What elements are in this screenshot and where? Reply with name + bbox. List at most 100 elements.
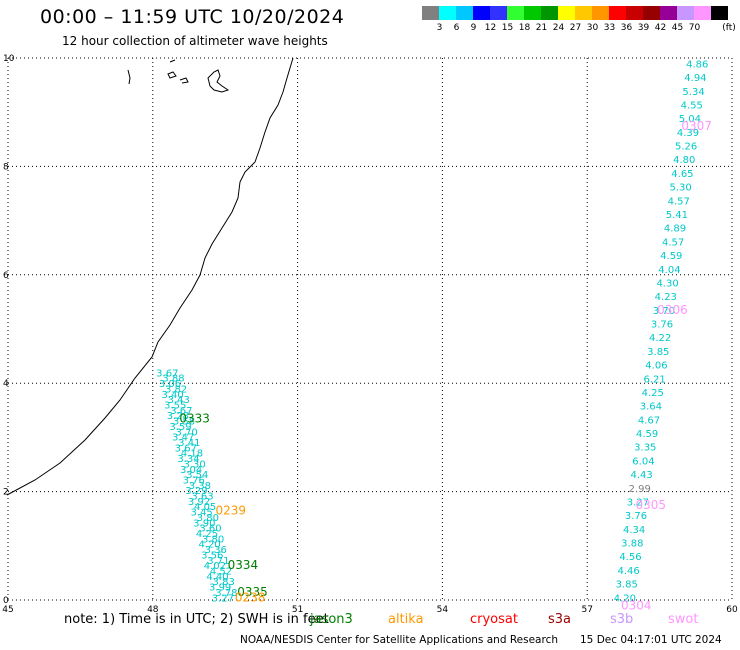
legend-swatch (626, 6, 643, 20)
footnote: note: 1) Time is in UTC; 2) SWH is in fe… (64, 612, 329, 627)
wave-height-value: 4.22 (649, 333, 671, 344)
wave-height-value: 3.80 (202, 534, 224, 545)
legend-label: 45 (671, 23, 684, 33)
wave-height-value: 3.88 (162, 374, 184, 385)
legend-swatch (660, 6, 677, 20)
lat-tick-label: 8 (3, 162, 9, 172)
lat-tick-label: 6 (3, 271, 9, 281)
wave-height-value: 3.71 (207, 556, 229, 567)
pass-label: 0307 (681, 119, 712, 133)
satellite-name: s3a (548, 612, 572, 627)
wave-height-value: 3.67 (175, 443, 197, 454)
wave-height-value: 3.63 (191, 492, 213, 503)
island-shape (207, 69, 230, 93)
legend-label: 42 (654, 23, 667, 33)
wave-height-value: 4.18 (181, 449, 203, 460)
wave-height-value: 3.35 (634, 443, 656, 454)
legend-swatch (643, 6, 660, 20)
wave-height-value: 5.30 (669, 183, 691, 194)
wave-height-value: 4.59 (636, 429, 658, 440)
legend-label: 9 (470, 23, 477, 33)
wave-height-value: 3.70 (653, 306, 675, 317)
pass-label: 0334 (228, 558, 259, 572)
wave-height-value: 3.06 (159, 379, 181, 390)
wave-height-value: 4.80 (673, 155, 695, 166)
legend-swatch (456, 6, 473, 20)
pass-label: 0239 (216, 504, 247, 518)
wave-height-value: 5.04 (679, 114, 701, 125)
wave-height-value: 4.05 (194, 502, 216, 513)
wave-height-value: 5.34 (682, 87, 704, 98)
wave-height-value: 5.41 (666, 210, 688, 221)
wave-height-value: 4.20 (198, 540, 220, 551)
wave-height-value: 3.28 (167, 411, 189, 422)
wave-height-value: 3.59 (169, 422, 191, 433)
map-grid: 45 48 51 54 57 60 0 2 4 6 8 10 (2, 54, 738, 615)
legend-swatch (694, 6, 711, 20)
satellite-name: swot (668, 612, 699, 627)
wave-height-value: 4.67 (638, 415, 660, 426)
wave-height-value: 3.40 (161, 390, 183, 401)
wave-height-value: 3.80 (197, 513, 219, 524)
wave-height-value: 3.45 (191, 508, 213, 519)
wave-height-value: 3.36 (205, 545, 227, 556)
wave-height-value: 3.04 (180, 465, 202, 476)
wave-height-value: 4.57 (668, 196, 690, 207)
wave-height-value: 4.94 (684, 73, 706, 84)
wave-height-value: 4.06 (645, 361, 667, 372)
satellite-name: cryosat (470, 612, 518, 627)
wave-height-value: 3.43 (168, 395, 190, 406)
wave-height-value: 3.27 (627, 497, 649, 508)
wave-height-value: 3.58 (173, 417, 195, 428)
wave-height-value: 3.88 (621, 539, 643, 550)
wave-height-value: 3.67 (156, 368, 178, 379)
legend-swatch (575, 6, 592, 20)
wave-height-value: 4.25 (642, 388, 664, 399)
track-marks: 3.673.883.063.823.403.433.553.673.283.58… (156, 59, 712, 612)
satellite-name: jason3 (310, 612, 353, 627)
wave-height-value: 3.76 (183, 475, 205, 486)
legend-swatch (677, 6, 694, 20)
wave-height-value: 4.39 (677, 128, 699, 139)
legend-unit: (ft) (722, 23, 736, 33)
lon-tick-label: 60 (726, 605, 738, 615)
satellite-name: s3b (610, 612, 634, 627)
wave-height-value: 3.67 (170, 406, 192, 417)
legend-label: 30 (586, 23, 599, 33)
credit-line: NOAA/NESDIS Center for Satellite Applica… (240, 634, 558, 646)
wave-height-value: 4.52 (210, 567, 232, 578)
wave-height-value: 4.59 (660, 251, 682, 262)
wave-height-value: 3.38 (189, 481, 211, 492)
wave-height-value: 3.76 (625, 511, 647, 522)
wave-height-value: 3.27 (212, 593, 234, 604)
legend-swatch (422, 6, 439, 20)
wave-height-value: 4.23 (655, 292, 677, 303)
lon-tick-label: 54 (437, 605, 449, 615)
wave-height-value: 4.89 (664, 224, 686, 235)
legend-swatch (609, 6, 626, 20)
legend-swatch (558, 6, 575, 20)
chart-subtitle: 12 hour collection of altimeter wave hei… (62, 34, 328, 48)
pass-label: 0305 (635, 498, 666, 512)
wave-height-value: 3.83 (213, 577, 235, 588)
legend-swatch (473, 6, 490, 20)
legend-swatch (490, 6, 507, 20)
legend-label: 6 (453, 23, 460, 33)
wave-height-value: 3.34 (177, 454, 199, 465)
wave-height-value: 4.57 (662, 237, 684, 248)
wave-height-value: 2.99 (629, 484, 651, 495)
wave-height-value: 4.43 (630, 470, 652, 481)
wave-height-value: 3.82 (165, 384, 187, 395)
legend-label: 24 (552, 23, 565, 33)
wave-height-value: 4.46 (617, 566, 639, 577)
pass-label: 0333 (179, 411, 210, 425)
wave-height-value: 3.56 (201, 550, 223, 561)
wave-height-value: 4.86 (686, 59, 708, 70)
wave-height-value: 3.55 (164, 400, 186, 411)
wave-height-value: 3.41 (178, 438, 200, 449)
wave-height-value: 6.04 (632, 456, 654, 467)
pass-label: 0306 (657, 303, 688, 317)
legend-label: 21 (535, 23, 548, 33)
lon-tick-label: 45 (2, 605, 13, 615)
chart-title: 00:00 – 11:59 UTC 10/20/2024 (40, 6, 345, 28)
